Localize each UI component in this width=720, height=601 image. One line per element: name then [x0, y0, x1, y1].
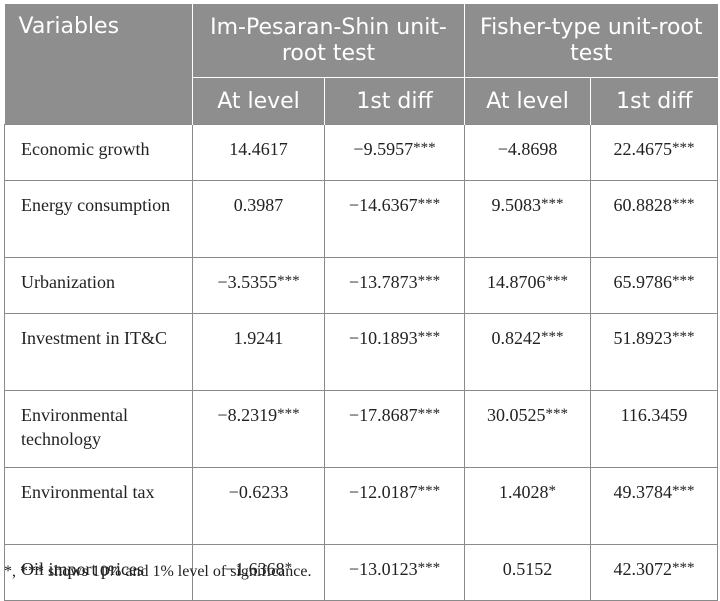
table-cell: 42.3072*** — [590, 544, 719, 601]
significance-stars: *** — [541, 329, 564, 345]
subheader-ips-diff: 1st diff — [324, 77, 466, 125]
significance-stars: *** — [417, 483, 441, 499]
table-cell: 22.4675*** — [590, 124, 719, 181]
significance-stars: *** — [417, 273, 441, 289]
table-cell: 14.8706*** — [464, 257, 592, 314]
table-row: Environmental technology −8.2319*** −17.… — [4, 390, 719, 468]
significance-stars: *** — [277, 406, 300, 422]
row-label: Energy consumption — [4, 180, 193, 258]
significance-stars: *** — [413, 140, 436, 156]
header-fisher-test: Fisher-type unit-root test — [464, 4, 718, 78]
row-label: Environmental tax — [4, 467, 193, 545]
table-cell: 0.3987 — [192, 180, 325, 258]
table-cell: −3.5355*** — [192, 257, 325, 314]
header-variables: Variables — [4, 4, 193, 125]
significance-stars: *** — [672, 560, 695, 576]
table-cell: −9.5957*** — [323, 124, 466, 181]
table-cell: −4.8698 — [464, 124, 592, 181]
row-label: Environmental technology — [4, 390, 193, 468]
significance-stars: *** — [672, 196, 695, 212]
subheader-fisher-diff: 1st diff — [590, 77, 718, 125]
table-cell: 30.0525*** — [464, 390, 592, 468]
significance-stars: *** — [672, 140, 695, 156]
significance-stars: *** — [545, 406, 569, 422]
subheader-ips-level: At level — [192, 77, 325, 125]
table-cell: 0.8242*** — [464, 313, 592, 391]
significance-stars: *** — [672, 329, 695, 345]
significance-stars: * — [284, 560, 293, 576]
significance-stars: *** — [541, 196, 564, 212]
table-cell: 1.9241 — [192, 313, 325, 391]
row-label: Economic growth — [4, 124, 193, 181]
significance-stars: *** — [672, 483, 695, 499]
table-cell: −13.0123*** — [323, 544, 466, 601]
significance-stars: *** — [417, 329, 441, 345]
header-ips-test: Im-Pesaran-Shin unit-root test — [192, 4, 466, 78]
significance-stars: *** — [672, 273, 695, 289]
significance-stars: *** — [545, 273, 569, 289]
table-row: Environmental tax −0.6233 −12.0187*** 1.… — [4, 467, 719, 545]
row-label: Investment in IT&C — [4, 313, 193, 391]
table-cell: −17.8687*** — [323, 390, 466, 468]
table-cell: 116.3459 — [590, 390, 719, 468]
table-row: Investment in IT&C 1.9241 −10.1893*** 0.… — [4, 313, 719, 391]
unit-root-test-table: Variables Im-Pesaran-Shin unit-root test… — [4, 4, 719, 601]
table-cell: −0.6233 — [192, 467, 325, 545]
significance-stars: *** — [417, 196, 441, 212]
significance-stars: *** — [417, 406, 441, 422]
subheader-fisher-level: At level — [464, 77, 592, 125]
table-cell: 9.5083*** — [464, 180, 592, 258]
table-row: Economic growth 14.4617 −9.5957*** −4.86… — [4, 124, 719, 181]
significance-stars: * — [548, 483, 557, 499]
table-cell: −12.0187*** — [323, 467, 466, 545]
table-cell: 65.9786*** — [590, 257, 719, 314]
table-cell: 1.4028* — [464, 467, 592, 545]
row-label: Urbanization — [4, 257, 193, 314]
table-cell: −14.6367*** — [323, 180, 466, 258]
table-cell: 51.8923*** — [590, 313, 719, 391]
significance-stars: *** — [417, 560, 441, 576]
table-cell: −13.7873*** — [323, 257, 466, 314]
table-cell: 49.3784*** — [590, 467, 719, 545]
significance-stars: *** — [277, 273, 300, 289]
table-cell: 14.4617 — [192, 124, 325, 181]
table-cell: 60.8828*** — [590, 180, 719, 258]
table-cell: −8.2319*** — [192, 390, 325, 468]
table-cell: −10.1893*** — [323, 313, 466, 391]
significance-note: *, *** shows 10% and 1% level of signifi… — [4, 563, 312, 580]
table-row: Urbanization −3.5355*** −13.7873*** 14.8… — [4, 257, 719, 314]
table-cell: 0.5152 — [464, 544, 592, 601]
table-row: Energy consumption 0.3987 −14.6367*** 9.… — [4, 180, 719, 258]
